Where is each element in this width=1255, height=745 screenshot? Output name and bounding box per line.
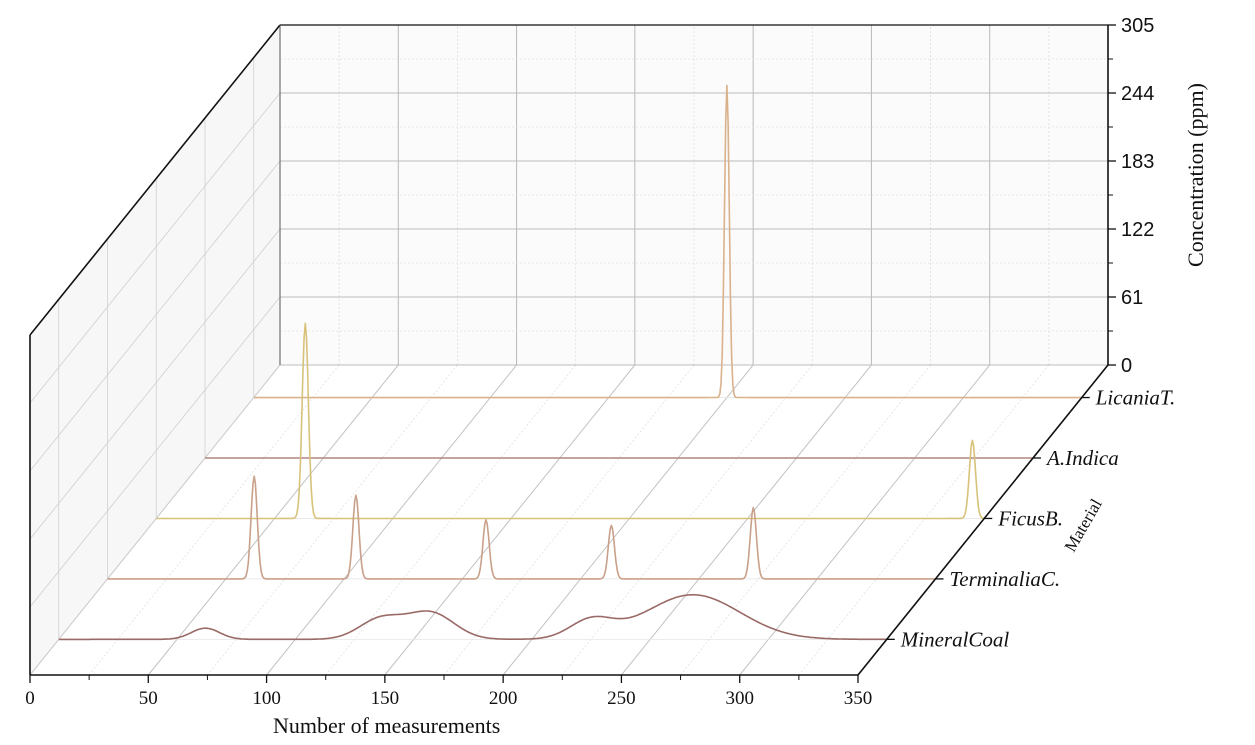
z-tick-label: 0 [1121,355,1132,377]
series-line-ficusb- [156,322,985,520]
series-line-licaniat- [253,84,1082,399]
grid-floor-minor [207,364,458,676]
grid-floor-depth [502,364,754,676]
x-tick-label: 0 [25,688,35,709]
left-wall [30,25,280,675]
grid-floor-minor [561,364,813,676]
grid-left-depth [29,160,281,472]
grid-left-depth [29,296,281,608]
z-tick-label: 183 [1121,151,1154,173]
z-tick-label: 122 [1121,219,1154,241]
grid-floor-depth [739,364,991,676]
y-category-label: MineralCoal [900,627,1010,651]
grid-left-depth [29,228,281,540]
grid-floor-depth [266,364,517,676]
x-tick-label: 100 [252,688,281,709]
z-tick-label: 244 [1121,83,1154,105]
x-tick-label: 50 [139,688,158,709]
y-category-label: LicaniaT. [1095,386,1176,410]
grid-left-depth [29,364,281,676]
y-axis-line [857,364,1109,676]
series-line-terminaliac- [107,475,936,580]
y-category-label: FicusB. [997,506,1063,530]
grid-floor-depth [147,364,399,676]
x-tick-label: 200 [489,688,518,709]
z-tick-label: 61 [1121,287,1143,309]
chart-axes: 0 50 100 150 200 250 300 350 0 61 122 183 244 305 Mine… [25,15,1175,709]
chart-series [58,84,1082,641]
y-axis-title: Material [1061,495,1106,555]
grid-left-depth [29,92,281,404]
grid-floor-depth [384,364,636,676]
x-tick-label: 300 [725,688,754,709]
y-category-label: TerminaliaC. [950,567,1061,591]
y-category-label: A.Indica [1045,446,1119,470]
series-line-mineralcoal [58,594,887,641]
z-tick-label: 305 [1121,15,1154,37]
x-tick-label: 350 [844,688,873,709]
grid-floor-depth [621,364,872,676]
x-tick-label: 150 [371,688,400,709]
left-top-edge [29,24,281,336]
chart-walls [30,25,1108,675]
grid-floor-minor [443,364,695,676]
z-axis-title: Concentration (ppm) [1183,83,1208,267]
x-tick-label: 250 [607,688,636,709]
grid-floor-minor [325,364,577,676]
grid-floor-minor [680,364,931,676]
x-axis-title: Number of measurements [273,713,500,738]
